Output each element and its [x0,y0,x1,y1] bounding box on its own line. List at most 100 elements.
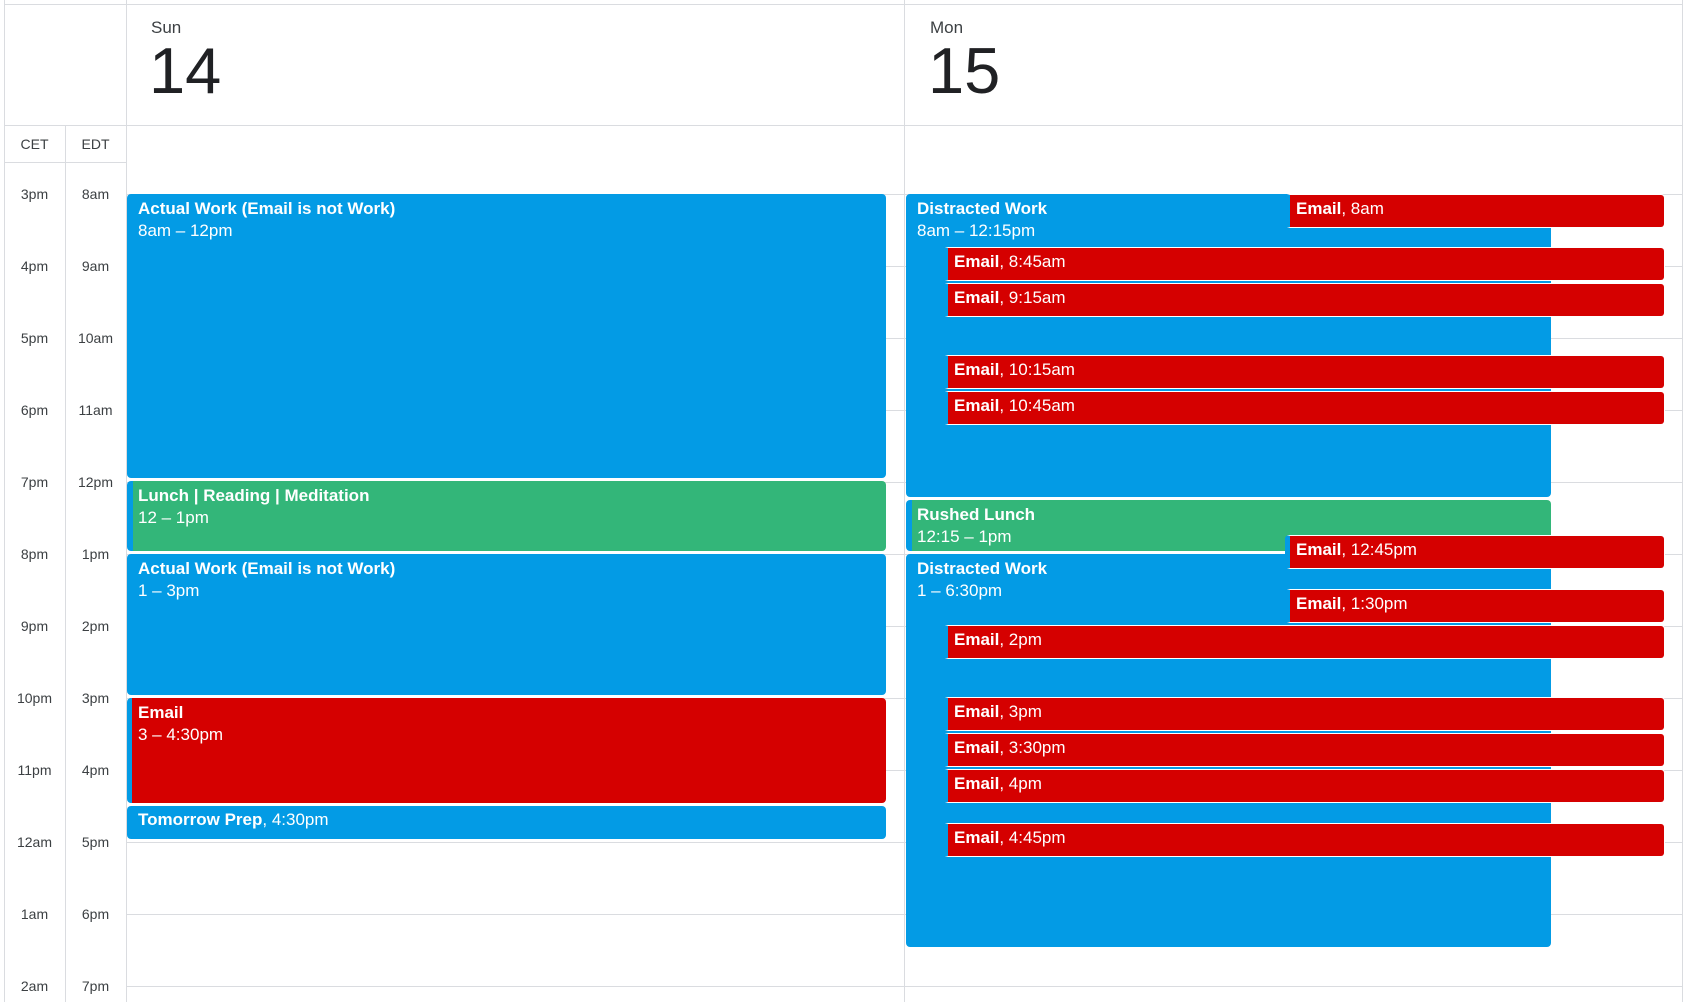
hour-line [126,698,1682,699]
time-label-edt: 12pm [77,474,114,490]
hour-line [126,770,1682,771]
weekday-label: Sun [151,18,182,37]
event-time: 1 – 6:30pm [917,581,1003,600]
event-time: 12 – 1pm [138,508,209,527]
time-label-edt: 4pm [81,762,110,778]
event-title: Distracted Work [917,559,1048,578]
time-label-cet: 6pm [20,402,49,418]
weekday-label: Mon [930,18,964,37]
hour-line [126,266,1682,267]
event-title: Actual Work (Email is not Work) [138,559,396,578]
event-block[interactable]: Actual Work (Email is not Work) 1 – 3pm [127,554,886,695]
time-label-cet: 2am [20,978,49,994]
time-label-edt: 9am [81,258,110,274]
time-label-cet: 9pm [20,618,49,634]
event-title: Email [954,828,1000,847]
event-block[interactable]: Email, 12:45pm [1285,535,1665,569]
event-block[interactable]: Lunch | Reading | Meditation 12 – 1pm [127,481,886,551]
event-time: , 8am [1341,199,1384,218]
time-label-cet: 8pm [20,546,49,562]
event-block[interactable]: Tomorrow Prep, 4:30pm [127,806,886,839]
hour-line [126,626,1682,627]
event-title: Email [954,288,1000,307]
event-title: Email [954,360,1000,379]
time-label-edt: 5pm [81,834,110,850]
hour-line [126,842,1682,843]
grid-line [4,4,1682,5]
time-label-edt: 8am [81,186,110,202]
event-time: , 4:45pm [999,828,1066,847]
event-title: Email [954,630,1000,649]
grid-line [4,0,5,1002]
event-block[interactable]: Distracted Work 8am – 12:15pm [906,194,1551,497]
event-time: , 9:15am [999,288,1066,307]
time-label-cet: 7pm [20,474,49,490]
event-time: 1 – 3pm [138,581,200,600]
date-number[interactable]: 14 [149,34,222,107]
event-time: , 12:45pm [1341,540,1417,559]
time-label-edt: 3pm [81,690,110,706]
timezone-label-secondary[interactable]: EDT [81,136,110,152]
event-time: , 1:30pm [1341,594,1408,613]
time-label-cet: 5pm [20,330,49,346]
time-label-edt: 2pm [81,618,110,634]
date-number[interactable]: 15 [928,34,1001,107]
hour-line [126,986,1682,987]
event-block[interactable]: Email, 8am [1285,194,1665,228]
event-title: Email [954,702,1000,721]
event-title: Email [954,252,1000,271]
event-time: , 3:30pm [999,738,1066,757]
time-label-edt: 11am [78,402,113,418]
timezone-label-primary[interactable]: CET [20,136,49,152]
event-block[interactable]: Email, 3pm [943,697,1665,731]
time-label-edt: 6pm [81,906,110,922]
event-block[interactable]: Actual Work (Email is not Work) 8am – 12p… [127,194,886,478]
grid-line [4,162,126,163]
hour-line [126,554,1682,555]
event-block[interactable]: Email 3 – 4:30pm [127,698,886,803]
time-label-edt: 1pm [81,546,110,562]
event-title: Tomorrow Prep [138,810,263,829]
time-label-cet: 12am [16,834,53,850]
time-label-edt: 10am [77,330,114,346]
hour-line [126,410,1682,411]
event-time: , 8:45am [999,252,1066,271]
event-title: Distracted Work [917,199,1048,218]
event-block[interactable]: Email, 4pm [943,769,1665,803]
event-time: , 10:15am [999,360,1075,379]
event-time: 8am – 12:15pm [917,221,1036,240]
event-title: Lunch | Reading | Meditation [138,486,370,505]
event-block[interactable]: Email, 8:45am [943,247,1665,281]
event-block[interactable]: Email, 4:45pm [943,823,1665,857]
time-label-cet: 10pm [16,690,53,706]
event-block[interactable]: Email, 1:30pm [1285,589,1665,623]
event-title: Email [1296,594,1342,613]
hour-line [126,338,1682,339]
event-title: Email [954,738,1000,757]
event-title: Email [1296,540,1342,559]
grid-line [65,126,66,1002]
event-title: Email [1296,199,1342,218]
time-label-cet: 11pm [17,762,52,778]
event-block[interactable]: Email, 3:30pm [943,733,1665,767]
event-block[interactable]: Email, 9:15am [943,283,1665,317]
event-time: , 4pm [999,774,1042,793]
hour-line [126,914,1682,915]
event-time: , 2pm [999,630,1042,649]
event-block[interactable]: Email, 10:45am [943,391,1665,425]
hour-line [126,482,1682,483]
event-title: Rushed Lunch [917,505,1036,524]
grid-line [4,125,1682,126]
event-time: 8am – 12pm [138,221,233,240]
event-time: 12:15 – 1pm [917,527,1012,546]
event-title: Actual Work (Email is not Work) [138,199,396,218]
event-block[interactable]: Email, 10:15am [943,355,1665,389]
event-time: , 3pm [999,702,1042,721]
event-title: Email [954,774,1000,793]
time-label-cet: 3pm [20,186,49,202]
event-title: Email [954,396,1000,415]
hour-line [126,194,1682,195]
event-block[interactable]: Email, 2pm [943,625,1665,659]
time-label-cet: 4pm [20,258,49,274]
grid-line [904,0,905,1002]
